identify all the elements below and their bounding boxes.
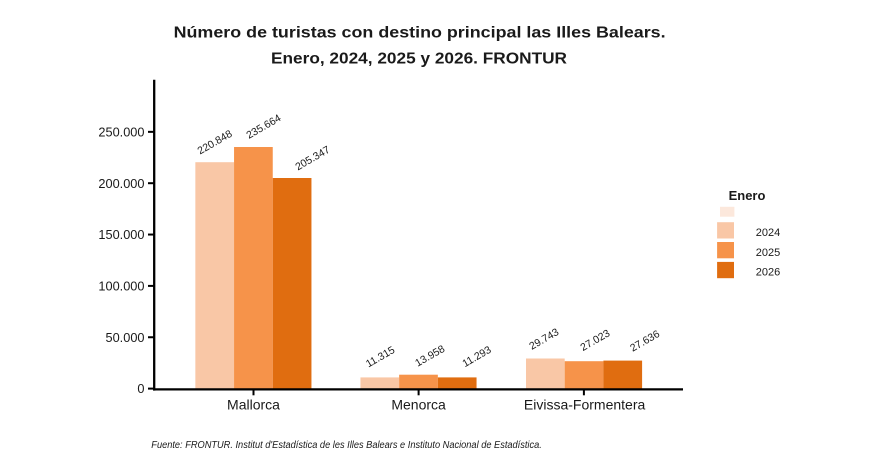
- svg-text:0: 0: [137, 381, 144, 396]
- svg-text:250.000: 250.000: [98, 124, 144, 139]
- svg-text:Fuente: FRONTUR. Institut d'Es: Fuente: FRONTUR. Institut d'Estadística …: [151, 440, 542, 451]
- svg-text:100.000: 100.000: [98, 279, 144, 294]
- svg-text:Enero: Enero: [729, 188, 766, 203]
- svg-text:2026: 2026: [756, 267, 780, 279]
- svg-text:Eivissa-Formentera: Eivissa-Formentera: [524, 397, 646, 413]
- svg-text:200.000: 200.000: [98, 176, 144, 191]
- svg-text:2024: 2024: [756, 227, 780, 239]
- svg-text:50.000: 50.000: [106, 330, 145, 345]
- svg-text:Menorca: Menorca: [391, 397, 446, 413]
- svg-text:Enero, 2024, 2025 y 2026. FRON: Enero, 2024, 2025 y 2026. FRONTUR: [271, 51, 567, 68]
- svg-text:Número de turistas con destino: Número de turistas con destino principal…: [174, 25, 666, 42]
- svg-text:2025: 2025: [756, 247, 780, 259]
- svg-text:150.000: 150.000: [98, 227, 144, 242]
- svg-text:Mallorca: Mallorca: [227, 397, 280, 413]
